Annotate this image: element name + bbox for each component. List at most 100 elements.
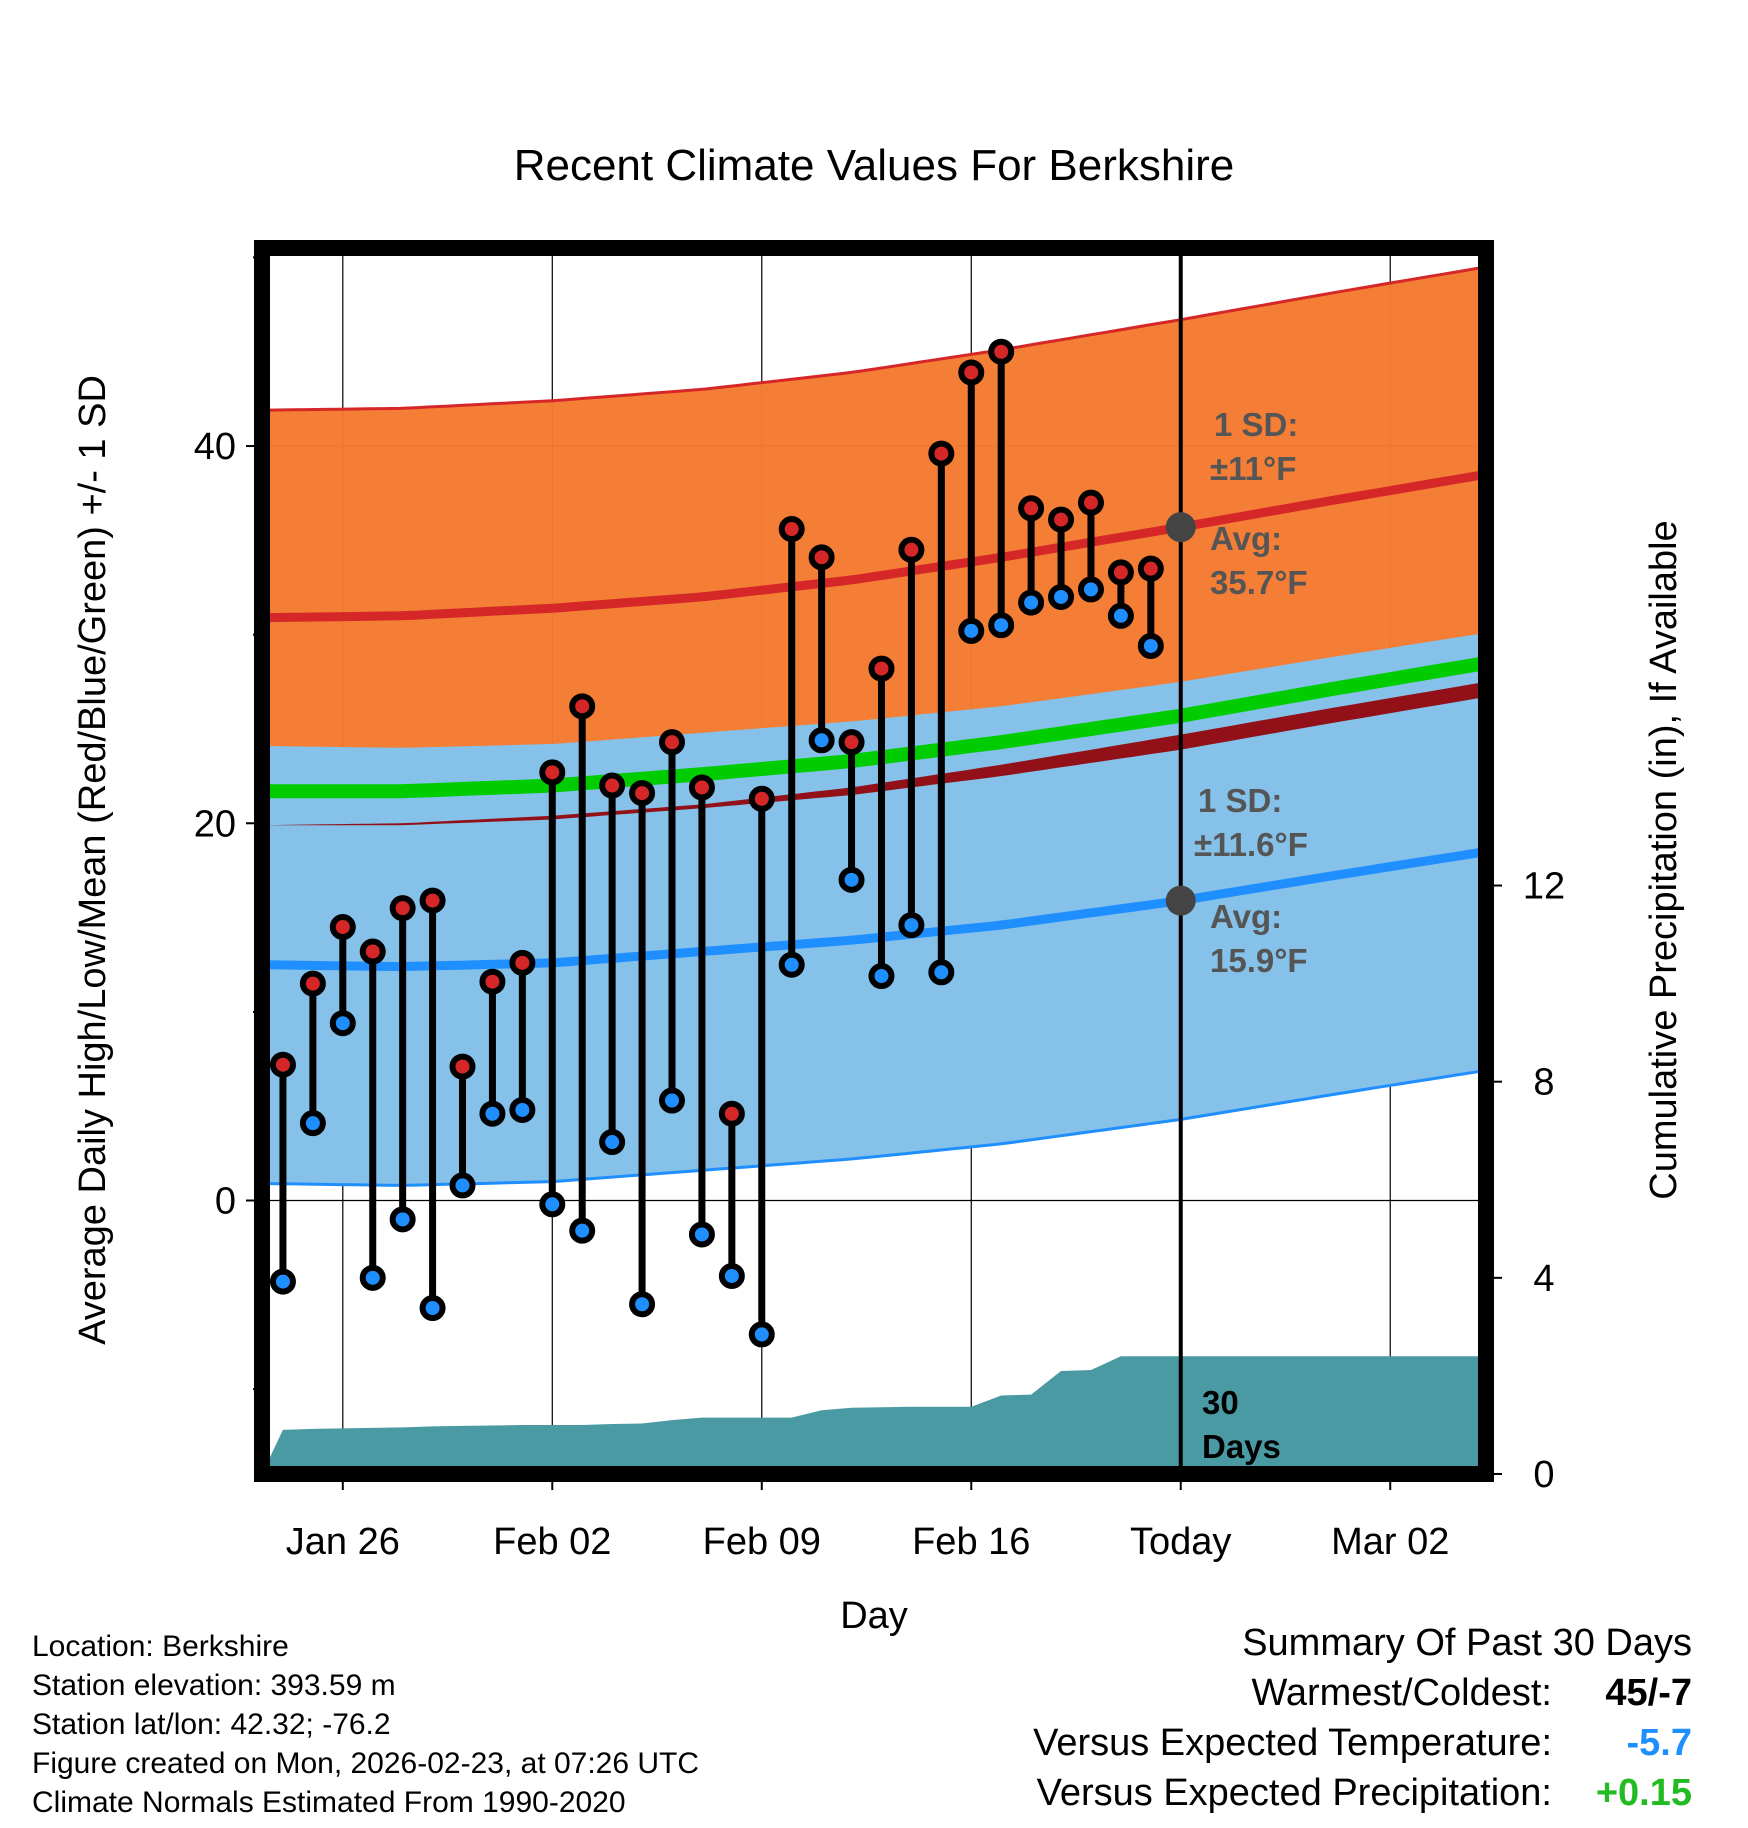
low-point <box>269 1268 296 1295</box>
y-axis-left-label: Average Daily High/Low/Mean (Red/Blue/Gr… <box>72 375 114 1345</box>
summary-temp-row: Versus Expected Temperature: -5.7 <box>1033 1722 1692 1765</box>
y-left-tick-label: 40 <box>194 426 236 468</box>
high-point <box>329 914 356 941</box>
low-sd-value: ±11.6°F <box>1194 826 1308 863</box>
axes: 0 20 40 0 4 8 12 Jan 26 Feb 02 Feb 09 Feb 16 Today M… <box>194 256 1565 1563</box>
high-avg-value: 35.7°F <box>1210 564 1308 601</box>
precip-days-word: Days <box>1202 1428 1281 1465</box>
plot-frame <box>254 240 1494 1482</box>
info-latlon: Station lat/lon: 42.32; -76.2 <box>32 1708 391 1741</box>
low-point <box>688 1221 715 1248</box>
low-point <box>599 1129 626 1156</box>
precip-area <box>262 1356 1486 1474</box>
low-point <box>658 1087 685 1114</box>
today-high-normal-marker <box>1165 512 1196 543</box>
low-normal-line <box>262 847 1486 972</box>
high-point <box>1107 559 1134 586</box>
y-right-tick-label: 8 <box>1533 1062 1554 1104</box>
high-point <box>1048 506 1075 533</box>
low-point <box>419 1295 446 1322</box>
y-right-tick-label: 12 <box>1523 866 1565 908</box>
high-point <box>1077 489 1104 516</box>
x-tick-label: Feb 16 <box>912 1521 1030 1563</box>
low-point <box>539 1191 566 1218</box>
low-sd-number: ±11.6 <box>1194 826 1275 863</box>
mean-normal-line <box>262 656 1486 799</box>
high-point <box>479 968 506 995</box>
y-right-tick-label: 4 <box>1533 1258 1554 1300</box>
x-tick-label: Jan 26 <box>286 1521 400 1563</box>
high-point <box>688 774 715 801</box>
low-point <box>748 1321 775 1348</box>
low-point <box>778 951 805 978</box>
low-point <box>718 1262 745 1289</box>
low-point <box>299 1110 326 1137</box>
summary-warmest-label: Warmest/Coldest: <box>1251 1672 1552 1714</box>
low-point <box>449 1172 476 1199</box>
high-point <box>1137 555 1164 582</box>
summary-title: Summary Of Past 30 Days <box>1242 1622 1692 1664</box>
summary-temp-label: Versus Expected Temperature: <box>1033 1722 1552 1764</box>
low-point <box>479 1100 506 1127</box>
high-point <box>778 516 805 543</box>
y-right-tick-label: 0 <box>1533 1454 1554 1496</box>
high-avg-unit: °F <box>1274 564 1307 601</box>
low-point <box>629 1291 656 1318</box>
low-point <box>359 1264 386 1291</box>
y-left-tick-label: 20 <box>194 803 236 845</box>
info-elevation: Station elevation: 393.59 m <box>32 1669 396 1702</box>
high-point <box>599 772 626 799</box>
high-point <box>359 938 386 965</box>
info-created: Figure created on Mon, 2026-02-23, at 07… <box>32 1747 700 1780</box>
high-point <box>509 949 536 976</box>
x-tick-label: Mar 02 <box>1331 1521 1449 1563</box>
low-avg-value: 15.9°F <box>1210 942 1308 979</box>
low-point <box>808 727 835 754</box>
low-point <box>1107 602 1134 629</box>
high-sd-upper-line <box>262 265 1486 412</box>
high-sd-value: ±11°F <box>1210 450 1296 487</box>
low-point <box>928 959 955 986</box>
y-axis-right-label: Cumulative Precipitation (in), If Availa… <box>1643 520 1685 1199</box>
low-sd-label: 1 SD: <box>1198 782 1282 819</box>
y-left-tick-label: 0 <box>215 1181 236 1223</box>
low-avg-label: Avg: <box>1210 898 1282 935</box>
high-point <box>748 785 775 812</box>
low-point <box>569 1217 596 1244</box>
high-point <box>449 1053 476 1080</box>
today-low-normal-marker <box>1165 885 1196 916</box>
high-point <box>569 693 596 720</box>
summary-warmest-row: Warmest/Coldest: 45/-7 <box>1251 1672 1692 1715</box>
summary-precip-row: Versus Expected Precipitation: +0.15 <box>1037 1772 1692 1815</box>
high-point <box>539 759 566 786</box>
high-point <box>718 1100 745 1127</box>
low-point <box>868 963 895 990</box>
x-tick-label: Today <box>1130 1521 1231 1563</box>
high-avg-number: 35.7 <box>1210 564 1274 601</box>
high-point <box>299 970 326 997</box>
high-point <box>658 729 685 756</box>
high-point <box>269 1051 296 1078</box>
high-sd-label: 1 SD: <box>1214 406 1298 443</box>
low-avg-number: 15.9 <box>1210 942 1274 979</box>
low-point <box>389 1206 416 1233</box>
low-point <box>958 617 985 644</box>
summary-temp-value: -5.7 <box>1626 1722 1692 1764</box>
summary-precip-value: +0.15 <box>1595 1772 1692 1814</box>
low-point <box>1077 576 1104 603</box>
high-sd-number: ±11 <box>1210 450 1263 487</box>
high-point <box>808 544 835 571</box>
x-tick-label: Feb 02 <box>493 1521 611 1563</box>
high-point <box>629 780 656 807</box>
low-avg-unit: °F <box>1274 942 1307 979</box>
low-sd-unit: °F <box>1275 826 1308 863</box>
low-point <box>509 1096 536 1123</box>
low-point <box>838 866 865 893</box>
high-point <box>389 895 416 922</box>
high-avg-label: Avg: <box>1210 520 1282 557</box>
plot-area <box>262 248 1486 1474</box>
high-point <box>928 440 955 467</box>
high-point <box>898 536 925 563</box>
low-point <box>898 912 925 939</box>
